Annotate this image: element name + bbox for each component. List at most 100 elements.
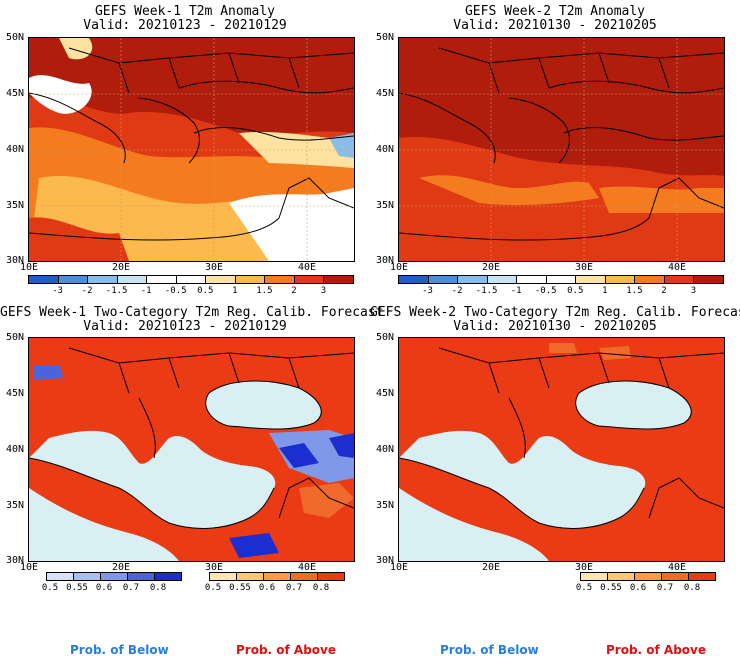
colorbar-tick-label: 0.5 — [575, 583, 593, 593]
colorbar-tick-label: 0.6 — [95, 583, 113, 593]
colorbar-swatch — [46, 572, 74, 581]
colorbar-tick-label: 0.7 — [656, 583, 674, 593]
lon-label: 40E — [668, 262, 687, 273]
lon-label: 10E — [390, 562, 409, 573]
colorbar-swatch — [264, 275, 295, 284]
colorbar-swatch — [293, 275, 325, 284]
colorbar-swatch — [234, 275, 266, 284]
lat-label: 30N — [6, 255, 25, 266]
probability-map-week1 — [28, 337, 355, 562]
colorbar-tick-label: 0.55 — [66, 583, 88, 593]
prob-below-label: Prob. of Below — [440, 643, 539, 657]
panel-title: GEFS Week-1 Two-Category T2m Reg. Calib.… — [0, 305, 384, 320]
colorbar-swatch — [457, 275, 488, 284]
colorbar-swatch — [634, 275, 665, 284]
lon-label: 40E — [298, 262, 317, 273]
colorbar-swatch — [634, 572, 662, 581]
anomaly-colorbar: -3 -2 -1.5 -1 -0.5 0.5 1 1.5 2 3 — [28, 275, 354, 297]
colorbar-tick-label: -0.5 — [534, 286, 557, 296]
anomaly-map-week1 — [28, 37, 355, 262]
probability-map-week2 — [398, 337, 725, 562]
colorbar-swatch — [100, 572, 128, 581]
lat-label: 40N — [6, 144, 25, 155]
colorbar-swatch — [427, 275, 459, 284]
lon-label: 30E — [205, 262, 224, 273]
lon-label: 20E — [112, 262, 131, 273]
panel-title: GEFS Week-1 T2m Anomaly — [94, 4, 275, 19]
colorbar-tick-label: 0.5 — [197, 286, 214, 296]
colorbar-swatch — [146, 275, 177, 284]
colorbar-tick-label: 3 — [320, 286, 327, 296]
colorbar-swatch — [575, 275, 606, 284]
lon-label: 40E — [298, 562, 317, 573]
lon-label: 10E — [20, 262, 39, 273]
colorbar-swatch — [317, 572, 345, 581]
colorbar-tick-label: 0.8 — [683, 583, 701, 593]
colorbar-tick-label: -2 — [451, 286, 463, 296]
prob-above-colorbar: 0.5 0.55 0.6 0.7 0.8 — [576, 572, 716, 594]
lat-label: 40N — [6, 444, 25, 455]
lat-label: 50N — [376, 332, 395, 343]
colorbar-swatch — [661, 572, 689, 581]
panel-title: GEFS Week-2 Two-Category T2m Reg. Calib.… — [370, 305, 740, 320]
colorbar-tick-label: -1 — [140, 286, 152, 296]
colorbar-swatch — [28, 275, 59, 284]
lat-label: 35N — [6, 500, 25, 511]
colorbar-swatch — [516, 275, 547, 284]
colorbar-tick-label: 0.6 — [258, 583, 276, 593]
colorbar-tick-label: 0.5 — [204, 583, 222, 593]
lat-label: 35N — [376, 200, 395, 211]
colorbar-tick-label: -1.5 — [105, 286, 128, 296]
lon-label: 10E — [390, 262, 409, 273]
colorbar-tick-label: 1.5 — [626, 286, 643, 296]
colorbar-swatch — [398, 275, 429, 284]
colorbar-tick-label: -0.5 — [164, 286, 187, 296]
prob-below-label: Prob. of Below — [70, 643, 169, 657]
lat-label: 30N — [376, 555, 395, 566]
lat-label: 45N — [376, 388, 395, 399]
colorbar-tick-label: -1 — [510, 286, 522, 296]
panel-week2-anomaly: GEFS Week-2 T2m Anomaly Valid: 20210130 … — [370, 0, 740, 300]
colorbar-tick-label: 0.55 — [229, 583, 251, 593]
colorbar-tick-label: 1 — [602, 286, 608, 296]
colorbar-tick-label: 0.5 — [41, 583, 59, 593]
prob-above-label: Prob. of Above — [236, 643, 337, 657]
panel-week1-anomaly: GEFS Week-1 T2m Anomaly Valid: 20210123 … — [0, 0, 370, 300]
colorbar-swatch — [688, 572, 716, 581]
colorbar-swatch — [116, 275, 148, 284]
lon-label: 30E — [575, 562, 594, 573]
colorbar-tick-label: -3 — [422, 286, 433, 296]
colorbar-tick-label: -1.5 — [475, 286, 498, 296]
lon-label: 30E — [575, 262, 594, 273]
colorbar-tick-label: -3 — [52, 286, 63, 296]
colorbar-swatch — [486, 275, 518, 284]
colorbar-tick-label: 0.55 — [600, 583, 622, 593]
colorbar-swatch — [580, 572, 608, 581]
lat-label: 40N — [376, 444, 395, 455]
panel-week1-probability: GEFS Week-1 Two-Category T2m Reg. Calib.… — [0, 300, 384, 662]
colorbar-swatch — [127, 572, 155, 581]
colorbar-swatch — [604, 275, 636, 284]
panel-valid-dates: Valid: 20210123 - 20210129 — [83, 18, 287, 33]
lat-label: 45N — [6, 388, 25, 399]
lat-label: 50N — [376, 32, 395, 43]
colorbar-tick-label: 0.8 — [312, 583, 330, 593]
colorbar-tick-label: 1.5 — [256, 286, 273, 296]
colorbar-swatch — [175, 275, 207, 284]
colorbar-swatch — [290, 572, 318, 581]
lon-label: 20E — [112, 562, 131, 573]
colorbar-swatch — [209, 572, 237, 581]
lat-label: 40N — [376, 144, 395, 155]
prob-above-colorbar: 0.5 0.55 0.6 0.7 0.8 — [205, 572, 345, 594]
colorbar-tick-label: 0.7 — [122, 583, 140, 593]
prob-above-label: Prob. of Above — [606, 643, 707, 657]
lat-label: 50N — [6, 32, 25, 43]
lat-label: 35N — [6, 200, 25, 211]
panel-valid-dates: Valid: 20210130 - 20210205 — [453, 319, 657, 334]
colorbar-swatch — [236, 572, 264, 581]
colorbar-swatch — [57, 275, 89, 284]
colorbar-tick-label: 0.8 — [149, 583, 167, 593]
colorbar-tick-label: -2 — [81, 286, 93, 296]
lat-label: 30N — [376, 255, 395, 266]
colorbar-tick-label: 2 — [291, 286, 297, 296]
